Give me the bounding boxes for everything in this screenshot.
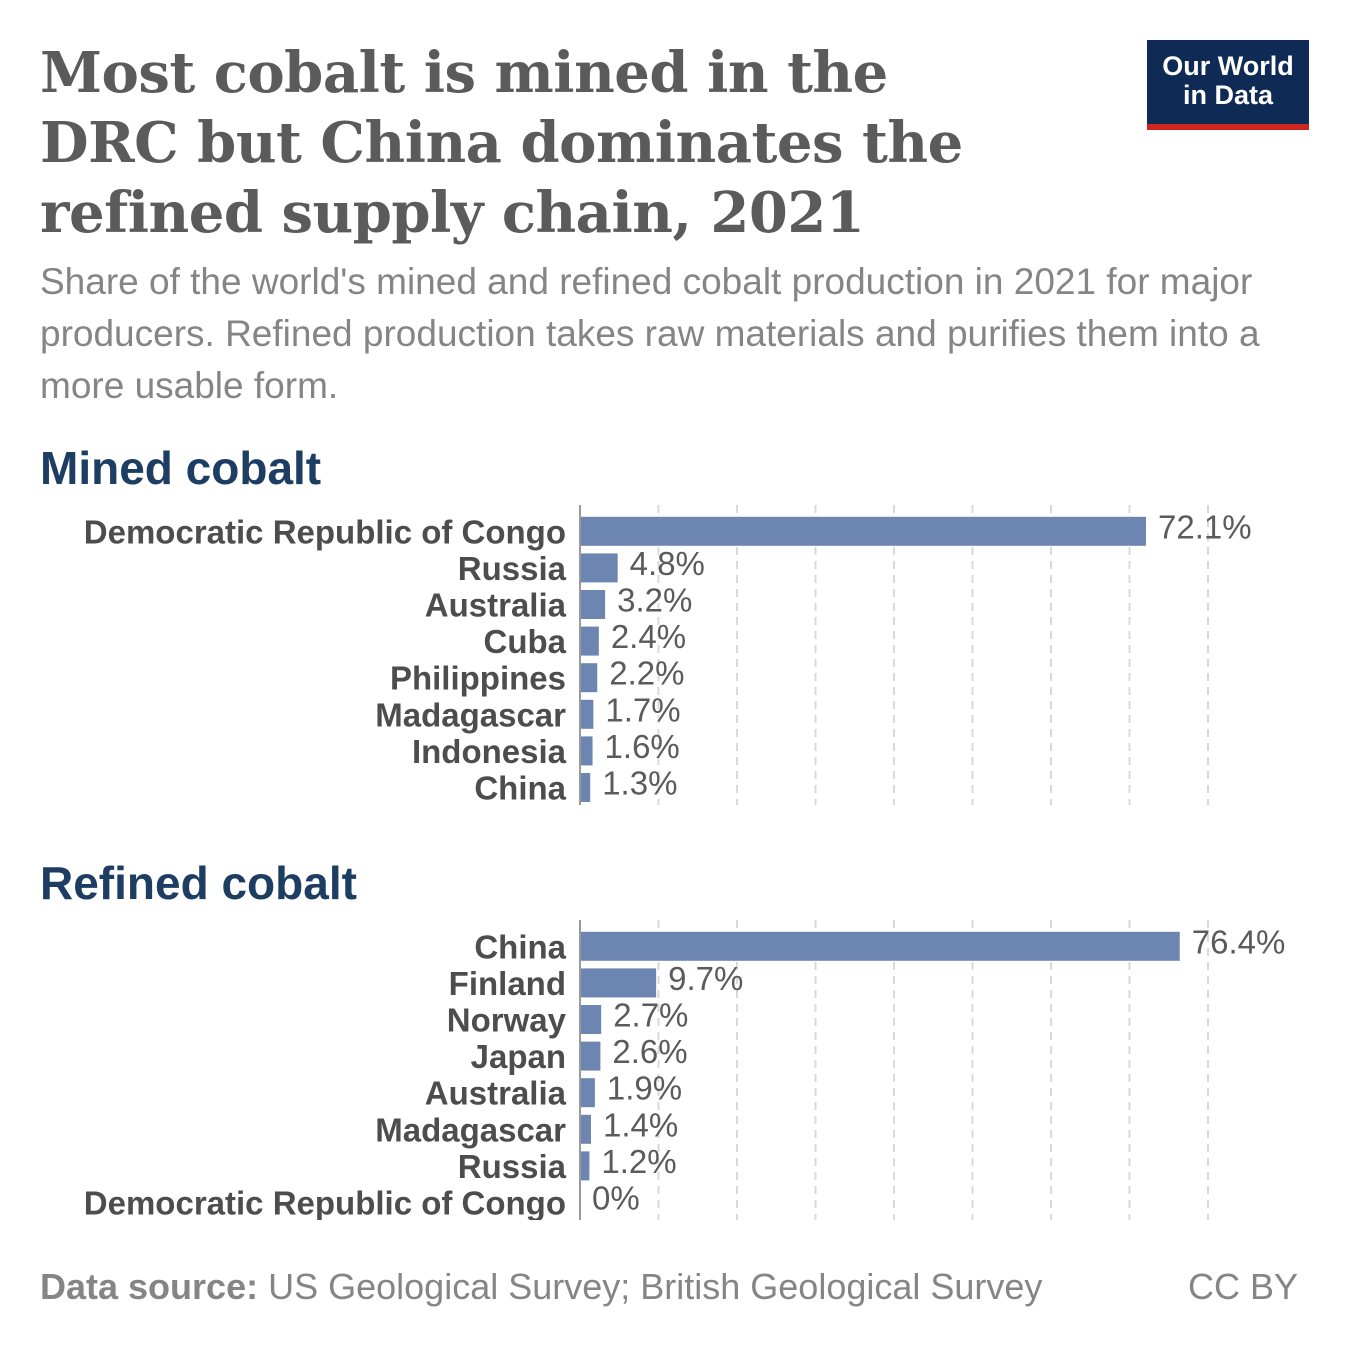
data-source: Data source: US Geological Survey; Briti… (40, 1262, 1042, 1312)
refined-value-label: 1.9% (607, 1070, 682, 1107)
refined-value-label: 2.6% (612, 1033, 687, 1070)
mined-value-label: 2.2% (609, 655, 684, 692)
data-source-text[interactable]: US Geological Survey; British Geological… (268, 1266, 1043, 1307)
refined-category-label: Madagascar (375, 1111, 566, 1148)
mined-category-label: Indonesia (412, 733, 567, 770)
mined-category-label: Philippines (390, 660, 566, 697)
mined-bar[interactable] (580, 699, 594, 729)
mined-bar[interactable] (580, 516, 1146, 546)
refined-value-label: 1.2% (601, 1143, 676, 1180)
mined-category-label: Australia (425, 587, 567, 624)
refined-value-label: 76.4% (1192, 923, 1286, 960)
mined-value-label: 1.3% (602, 765, 677, 802)
mined-category-label: China (474, 770, 566, 806)
refined-bar[interactable] (580, 1041, 601, 1071)
refined-category-label: Finland (449, 965, 566, 1002)
license-label[interactable]: CC BY (1187, 1266, 1298, 1307)
mined-value-label: 72.1% (1158, 508, 1252, 545)
mined-bar[interactable] (580, 663, 598, 693)
chart-subtitle: Share of the world's mined and refined c… (40, 261, 1260, 406)
refined-bar[interactable] (580, 968, 657, 998)
refined-value-label: 2.7% (613, 997, 688, 1034)
refined-bar[interactable] (580, 1114, 591, 1144)
mined-cobalt-chart: Democratic Republic of Congo 72.1% Russia 4… (84, 505, 1252, 806)
refined-category-label: Norway (447, 1002, 567, 1039)
refined-value-label: 0% (592, 1180, 640, 1217)
refined-category-label: Japan (471, 1038, 566, 1075)
refined-category-label: Australia (425, 1075, 567, 1112)
mined-bar[interactable] (580, 590, 606, 619)
mined-value-label: 2.4% (611, 618, 686, 655)
chart-title: Most cobalt is mined in the DRC but Chin… (40, 40, 963, 246)
refined-bar[interactable] (580, 1078, 595, 1108)
mined-bar[interactable] (580, 736, 593, 766)
mined-bar[interactable] (580, 773, 591, 802)
refined-category-label: Democratic Republic of Congo (84, 1185, 566, 1221)
mined-value-label: 1.7% (605, 691, 680, 728)
refined-category-label: China (474, 928, 566, 965)
refined-bar[interactable] (580, 931, 1180, 961)
refined-category-label: Russia (458, 1148, 567, 1185)
refined-bar[interactable] (580, 1151, 590, 1181)
mined-section-title: Mined cobalt (40, 442, 322, 494)
refined-cobalt-chart: China 76.4% Finland 9.7% Norway 2.7% Japan 2.6%… (84, 920, 1286, 1221)
mined-value-label: 3.2% (617, 582, 692, 619)
mined-category-label: Madagascar (375, 696, 566, 733)
mined-category-label: Cuba (484, 623, 567, 660)
owid-logo[interactable]: Our World in Data (1147, 40, 1309, 130)
mined-bar[interactable] (580, 626, 599, 656)
mined-category-label: Democratic Republic of Congo (84, 513, 566, 550)
refined-section-title: Refined cobalt (40, 857, 357, 909)
mined-value-label: 4.8% (630, 545, 705, 582)
logo-line-2: in Data (1182, 80, 1274, 110)
refined-value-label: 1.4% (603, 1106, 678, 1143)
data-source-label: Data source: (40, 1266, 259, 1307)
mined-value-label: 1.6% (605, 728, 680, 765)
refined-bar[interactable] (580, 1005, 602, 1034)
mined-bar[interactable] (580, 553, 618, 583)
refined-value-label: 9.7% (668, 960, 743, 997)
logo-line-1: Our World (1162, 51, 1294, 81)
mined-category-label: Russia (458, 550, 567, 587)
